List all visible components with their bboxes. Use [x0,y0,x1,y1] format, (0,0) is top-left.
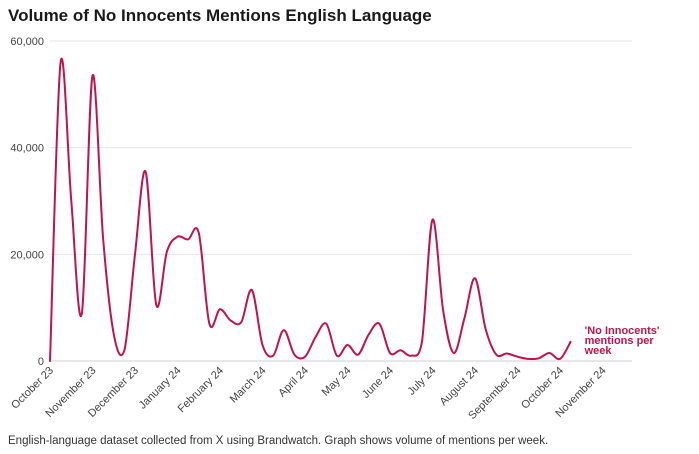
series-line [49,57,572,362]
y-tick-label: 60,000 [10,36,44,48]
series-layer [49,57,572,362]
y-tick-label: 20,000 [10,249,44,261]
chart-caption: English-language dataset collected from … [8,435,549,447]
x-tick-label: February 24 [176,365,226,415]
series-label: 'No Innocents' mentions per week [584,325,660,357]
x-tick-label: July 24 [405,365,438,398]
x-tick-label: June 24 [360,365,396,401]
x-tick-label: May 24 [320,365,354,399]
gridlines [50,40,632,362]
x-tick-label: March 24 [228,365,269,406]
series-label-layer: 'No Innocents' mentions per week [584,325,660,357]
y-tick-label: 40,000 [10,143,44,155]
x-tick-label: April 24 [276,365,311,400]
chart-title: Volume of No Innocents Mentions English … [8,6,432,25]
x-tick-label: August 24 [438,365,482,409]
y-tick-label: 0 [38,356,44,368]
y-axis-ticks: 0 20,000 40,000 60,000 [10,36,44,368]
